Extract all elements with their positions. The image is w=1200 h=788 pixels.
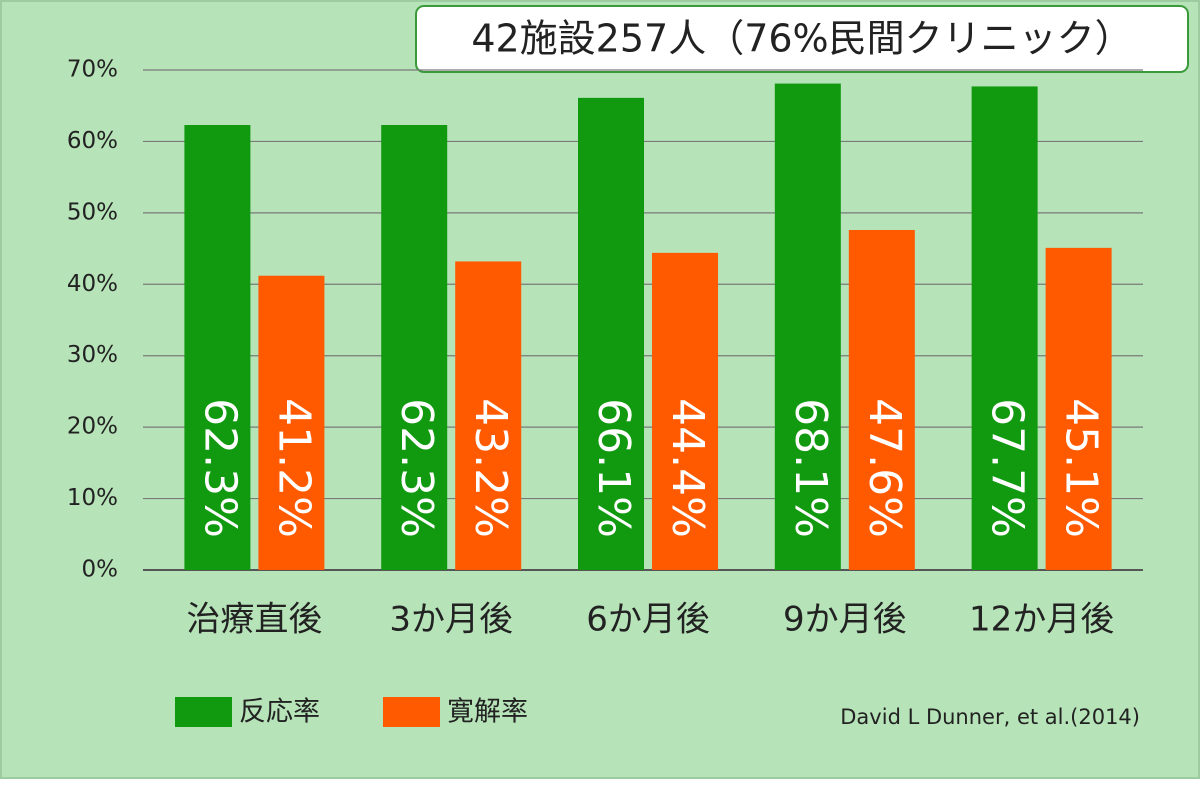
bar	[578, 97, 645, 570]
y-tick-label: 50%	[67, 199, 118, 225]
legend-swatch	[383, 697, 440, 727]
legend-swatch	[175, 697, 232, 727]
title-box	[415, 5, 1189, 73]
value-label: 43.2%	[465, 398, 516, 538]
bar	[184, 125, 251, 570]
bar	[848, 230, 915, 570]
value-label: 41.2%	[268, 398, 319, 538]
legend-label: 寛解率	[447, 697, 528, 728]
value-label: 47.6%	[859, 398, 910, 538]
legend-label: 反応率	[239, 697, 320, 728]
value-label: 62.3%	[391, 398, 442, 538]
value-label: 67.7%	[982, 398, 1033, 538]
value-label: 68.1%	[785, 398, 836, 538]
y-tick-label: 0%	[82, 557, 119, 583]
value-label: 44.4%	[662, 398, 713, 538]
value-label: 45.1%	[1056, 398, 1107, 538]
bar	[774, 83, 841, 571]
bar	[455, 261, 522, 570]
bar	[652, 252, 719, 570]
bar	[971, 86, 1038, 570]
bar	[1045, 247, 1112, 570]
y-tick-label: 10%	[67, 485, 118, 511]
y-tick-label: 30%	[67, 342, 118, 368]
y-tick-label: 70%	[67, 57, 118, 83]
value-label: 62.3%	[194, 398, 245, 538]
y-tick-label: 60%	[67, 128, 118, 154]
y-tick-label: 20%	[67, 414, 118, 440]
x-tick-label: 治療直後	[186, 600, 322, 640]
x-tick-label: 3か月後	[389, 600, 513, 640]
value-label: 66.1%	[588, 398, 639, 538]
source: David L Dunner, et al.(2014)	[840, 705, 1140, 729]
chart-title: 42施設257人（76%民間クリニック）	[471, 17, 1132, 61]
x-tick-label: 9か月後	[783, 600, 907, 640]
x-tick-label: 6か月後	[586, 600, 710, 640]
bar	[258, 275, 325, 570]
x-tick-label: 12か月後	[969, 600, 1114, 640]
y-tick-label: 40%	[67, 271, 118, 297]
bar	[381, 125, 448, 570]
